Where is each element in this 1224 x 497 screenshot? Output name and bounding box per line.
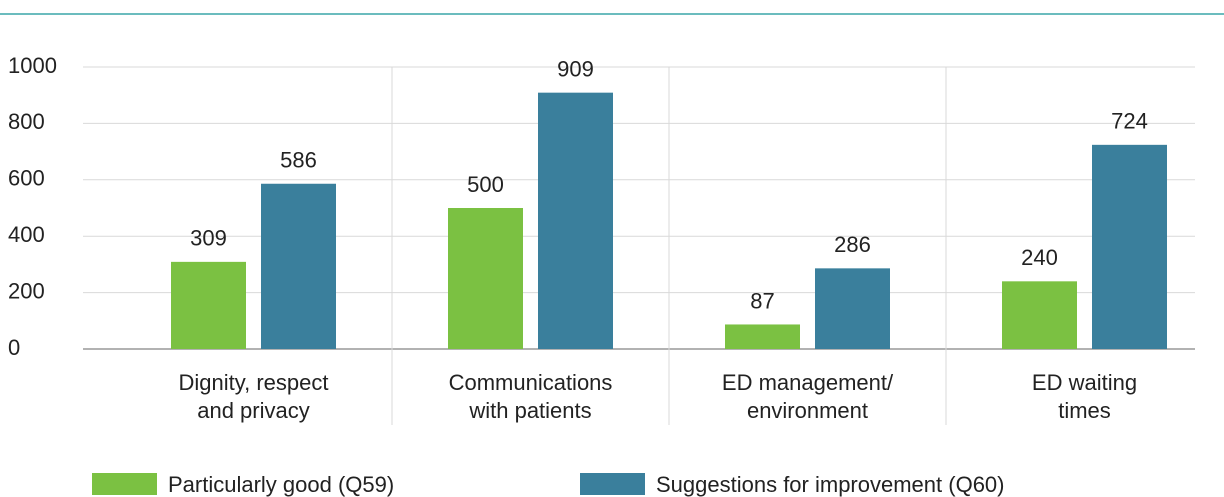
legend-swatch <box>580 473 645 495</box>
bar <box>261 183 336 349</box>
y-tick-label: 200 <box>8 278 45 303</box>
bar <box>448 208 523 349</box>
y-tick-label: 800 <box>8 109 45 134</box>
data-label: 500 <box>467 172 504 197</box>
bar <box>725 324 800 349</box>
bar <box>1092 144 1167 349</box>
data-label: 724 <box>1111 109 1148 134</box>
bar <box>1002 281 1077 349</box>
x-tick-label: Dignity, respect and privacy <box>178 370 329 423</box>
data-label: 586 <box>280 148 317 173</box>
legend-label: Suggestions for improvement (Q60) <box>656 472 1005 497</box>
x-tick-label: Communications with patients <box>448 370 613 423</box>
x-tick-label: ED management/ environment <box>721 370 894 423</box>
bar <box>815 268 890 349</box>
y-tick-label: 1000 <box>8 53 57 78</box>
data-label: 87 <box>750 288 774 313</box>
legend-swatch <box>92 473 157 495</box>
data-label: 286 <box>834 232 871 257</box>
x-tick-label: ED waiting times <box>1031 370 1138 423</box>
data-label: 909 <box>557 56 594 81</box>
y-tick-label: 0 <box>8 335 20 360</box>
data-label: 240 <box>1021 245 1058 270</box>
y-tick-label: 600 <box>8 166 45 191</box>
y-tick-label: 400 <box>8 222 45 247</box>
legend-label: Particularly good (Q59) <box>168 472 395 497</box>
bar <box>538 92 613 350</box>
bar <box>171 261 246 349</box>
data-label: 309 <box>190 226 227 251</box>
